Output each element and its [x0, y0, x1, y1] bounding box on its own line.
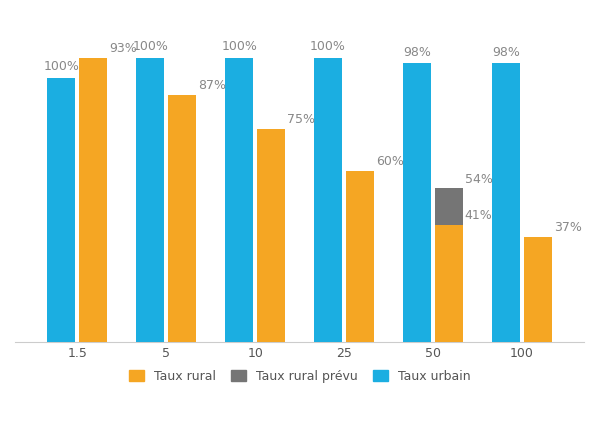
Text: 54%: 54%	[465, 172, 492, 186]
Text: 100%: 100%	[310, 40, 346, 53]
Text: 60%: 60%	[376, 155, 403, 169]
Text: 100%: 100%	[43, 60, 79, 73]
Bar	[47, 77, 75, 342]
Legend: Taux rural, Taux rural prévu, Taux urbain: Taux rural, Taux rural prévu, Taux urbai…	[124, 365, 476, 388]
Bar	[492, 63, 520, 342]
Text: 98%: 98%	[403, 46, 431, 59]
Text: 41%: 41%	[465, 209, 492, 223]
Bar	[257, 128, 285, 342]
Bar	[79, 58, 108, 342]
Bar	[435, 225, 464, 342]
Bar	[225, 58, 253, 342]
Bar	[136, 58, 164, 342]
Text: 98%: 98%	[492, 46, 520, 59]
Text: 100%: 100%	[221, 40, 257, 53]
Bar	[524, 237, 552, 342]
Text: 100%: 100%	[132, 40, 168, 53]
Bar	[168, 95, 196, 342]
Bar	[403, 63, 431, 342]
Bar	[346, 171, 374, 342]
Text: 93%: 93%	[109, 42, 137, 55]
Bar	[314, 58, 343, 342]
Bar	[435, 188, 464, 225]
Text: 87%: 87%	[198, 79, 226, 92]
Text: 37%: 37%	[554, 221, 582, 234]
Text: 75%: 75%	[287, 113, 315, 126]
